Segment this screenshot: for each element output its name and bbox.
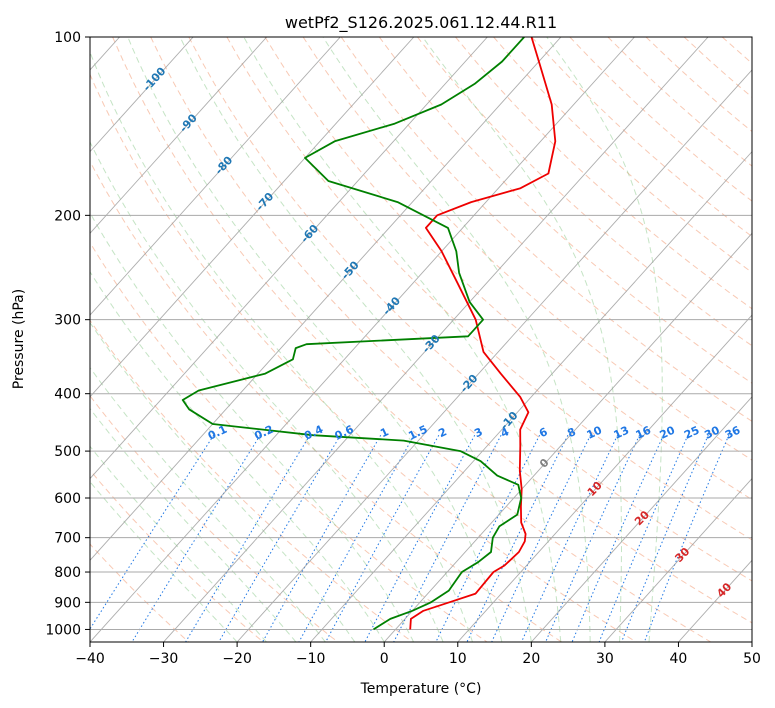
- mixing-ratio-line: [491, 434, 591, 642]
- isotherm-line: [90, 37, 635, 642]
- mixing-ratio-line: [325, 434, 440, 642]
- mixing-ratio-line: [621, 434, 709, 642]
- dry-adiabat-line: [188, 37, 752, 582]
- temperature-profile-line: [409, 37, 557, 630]
- mixing-ratio-line: [545, 434, 640, 642]
- mixing-ratio-label: 25: [682, 424, 701, 442]
- moist-adiabat-line: [90, 366, 326, 642]
- y-tick-label: 200: [54, 208, 81, 224]
- isotherm-line: [383, 232, 752, 642]
- isotherm-line: [530, 396, 752, 642]
- mixing-ratio-label: 20: [658, 423, 678, 441]
- mixing-ratio-line: [598, 434, 689, 642]
- moist-adiabat-line: [179, 37, 532, 642]
- isotherm-line: [90, 37, 194, 153]
- isotherm-line: [310, 150, 752, 642]
- moist-adiabat-line: [546, 37, 663, 642]
- series-layer: [181, 37, 557, 631]
- x-tick-label: 10: [449, 651, 467, 667]
- x-axis-label: Temperature (°C): [360, 681, 482, 697]
- y-tick-label: 500: [54, 444, 81, 460]
- isotherm-line: [236, 69, 752, 642]
- x-tick-label: 30: [596, 651, 614, 667]
- grid-layer: [90, 37, 752, 642]
- isotherm-line: [90, 37, 341, 316]
- isotherm-line: [90, 37, 488, 480]
- mixing-ratio-line: [571, 434, 664, 642]
- moist-adiabat-line: [90, 481, 238, 642]
- moist-adiabat-line: [90, 140, 444, 642]
- moist-adiabat-line: [422, 37, 622, 642]
- x-tick-label: −30: [149, 651, 179, 667]
- x-tick-label: 0: [380, 651, 389, 667]
- dry-adiabat-line: [90, 469, 264, 642]
- y-tick-label: 900: [54, 595, 81, 611]
- isotherm-line: [163, 37, 709, 642]
- y-axis-label: Pressure (hPa): [11, 289, 27, 389]
- dry-adiabat-line: [90, 395, 339, 642]
- mixing-ratio-line: [643, 434, 730, 642]
- isotherm-line: [90, 37, 415, 398]
- mixing-ratio-label: 30: [702, 423, 722, 441]
- y-tick-label: 300: [54, 313, 81, 329]
- isotherm-line: [457, 314, 752, 642]
- dry-adiabat-line: [150, 37, 752, 624]
- dry-adiabat-line: [90, 73, 637, 642]
- moist-adiabat-line: [322, 37, 591, 642]
- moist-adiabat-line: [90, 321, 356, 642]
- x-tick-label: −10: [296, 651, 326, 667]
- mixing-ratio-label: 16: [634, 423, 654, 441]
- moist-adiabat-line: [243, 37, 562, 642]
- mixing-ratio-label: 13: [612, 424, 631, 442]
- dry-adiabat-line: [112, 37, 712, 642]
- dry-adiabat-line: [90, 241, 488, 642]
- axis-layer: −40 −30 −20 −10 0 10 20 30 40 50 100 200 300 400 500 60…: [45, 30, 761, 667]
- mixing-ratio-label: 10: [585, 423, 605, 441]
- mixing-ratio-label: 36: [723, 423, 743, 441]
- x-tick-label: 20: [522, 651, 540, 667]
- chart-title: wetPf2_S126.2025.061.12.44.R11: [285, 13, 557, 33]
- y-tick-label: 400: [54, 387, 81, 403]
- mixing-ratio-line: [131, 434, 261, 642]
- mixing-ratio-line: [521, 434, 619, 642]
- x-tick-label: −40: [75, 651, 105, 667]
- y-tick-label: 800: [54, 565, 81, 581]
- moist-adiabat-line: [90, 407, 297, 642]
- moist-adiabat-line: [90, 445, 267, 642]
- y-tick-label: 1000: [45, 622, 81, 638]
- y-tick-label: 700: [54, 531, 81, 547]
- mixing-ratio-line: [185, 434, 311, 642]
- x-tick-label: 50: [743, 651, 761, 667]
- moist-adiabat-line: [90, 270, 385, 642]
- moist-adiabat-line: [127, 37, 503, 642]
- dry-adiabat-line: [302, 37, 752, 461]
- dewpoint-profile-line: [181, 37, 525, 631]
- isotherm-line: [90, 37, 562, 561]
- dry-adiabat-line: [264, 37, 752, 501]
- plot-frame: [89, 36, 753, 643]
- y-tick-label: 100: [54, 30, 81, 46]
- mixing-ratio-line: [218, 434, 341, 642]
- dry-adiabat-line: [90, 160, 562, 642]
- x-tick-label: −20: [222, 651, 252, 667]
- y-tick-label: 600: [54, 491, 81, 507]
- mixing-ratio-line: [364, 434, 476, 642]
- dry-adiabat-line: [340, 37, 752, 422]
- x-tick-label: 40: [670, 651, 688, 667]
- mixing-ratio-line: [298, 434, 415, 642]
- isotherm-line: [604, 477, 752, 642]
- mixing-ratio-line: [90, 434, 215, 630]
- isotherm-line: [90, 37, 268, 235]
